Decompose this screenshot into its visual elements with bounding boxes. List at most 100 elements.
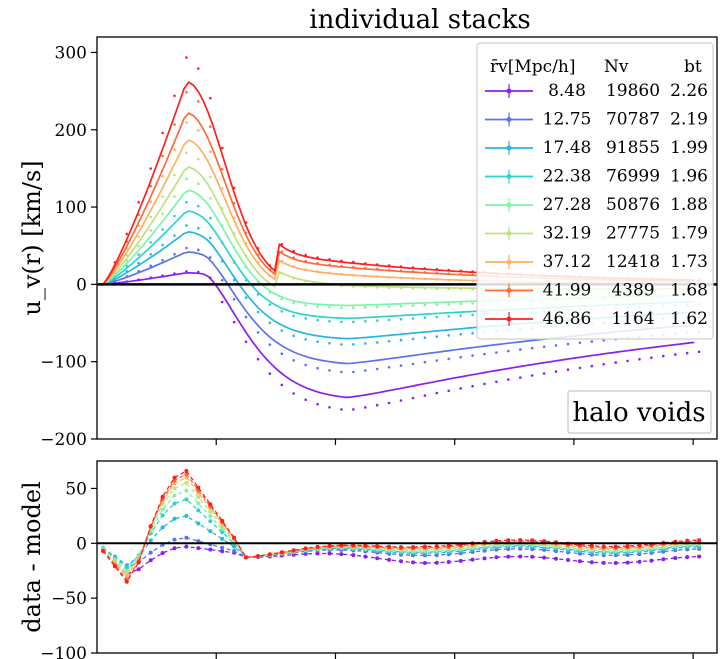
residual-point <box>685 538 690 543</box>
top-data-point <box>244 221 248 224</box>
residual-point <box>446 560 451 564</box>
legend-radius: 8.48 <box>548 81 586 101</box>
top-data-point <box>268 343 272 346</box>
top-data-point <box>375 286 379 289</box>
legend-header-bias: bt <box>684 57 702 77</box>
top-data-point <box>352 265 355 269</box>
residual-point <box>494 555 499 560</box>
top-data-point <box>244 278 248 282</box>
top-data-point <box>364 342 367 345</box>
residual-point <box>172 546 177 551</box>
top-data-point <box>209 175 212 179</box>
top-data-point <box>220 167 224 171</box>
top-data-point <box>232 320 236 324</box>
residual-point <box>422 544 427 549</box>
residual-point <box>136 560 141 565</box>
top-data-point <box>399 269 403 273</box>
residual-point <box>172 501 177 506</box>
top-data-point <box>578 341 582 345</box>
residual-point <box>530 538 535 543</box>
top-data-point <box>161 195 164 198</box>
top-data-point <box>387 264 391 267</box>
top-data-point <box>447 278 451 282</box>
top-data-point <box>650 356 653 360</box>
top-data-point <box>316 270 319 273</box>
top-data-point <box>399 265 403 268</box>
top-data-point <box>387 340 391 343</box>
top-data-point <box>292 265 296 268</box>
top-data-point <box>137 269 140 273</box>
residual-point <box>172 475 177 480</box>
bottom-y-axis-label: data - model <box>18 481 46 632</box>
top-data-point <box>292 249 296 253</box>
top-data-point <box>280 329 284 332</box>
bottom-y-tick-label: −100 <box>40 644 87 659</box>
top-data-point <box>149 229 152 232</box>
residual-point <box>279 550 284 555</box>
bottom-y-tick-label: 0 <box>76 534 87 554</box>
residual-point <box>208 502 213 507</box>
top-data-point <box>292 359 296 362</box>
top-data-point <box>209 216 212 220</box>
top-plot-frame <box>96 36 718 440</box>
residual-point <box>315 544 320 549</box>
top-data-point <box>352 343 355 346</box>
top-data-point <box>447 302 451 306</box>
legend-count: 27775 <box>606 224 660 244</box>
top-data-point <box>542 345 546 349</box>
top-data-point <box>244 254 248 258</box>
residual-point <box>613 544 618 549</box>
top-data-point <box>471 287 474 291</box>
residual-point <box>458 558 463 563</box>
residual-line-27.28 <box>102 489 700 572</box>
top-data-point <box>232 278 236 282</box>
residual-point <box>411 545 415 550</box>
top-data-point <box>197 67 200 70</box>
top-data-point <box>220 187 224 190</box>
top-data-point <box>399 399 403 402</box>
top-data-point <box>364 406 367 409</box>
top-data-point <box>149 167 152 170</box>
top-data-point <box>185 121 188 124</box>
residual-point <box>601 544 606 549</box>
top-data-point <box>149 264 152 268</box>
residual-point <box>267 552 272 557</box>
top-data-point <box>411 270 415 273</box>
top-data-point <box>399 364 403 367</box>
top-data-point <box>137 261 140 265</box>
top-data-point <box>340 264 343 268</box>
top-data-point <box>435 268 439 271</box>
top-data-point <box>459 314 463 317</box>
top-data-point <box>316 318 319 322</box>
top-data-point <box>459 355 463 359</box>
top-data-point <box>125 264 129 268</box>
legend-radius: 22.38 <box>543 167 592 187</box>
top-data-point <box>197 100 200 103</box>
residual-point <box>172 493 177 498</box>
top-data-point <box>173 173 176 177</box>
top-data-point <box>280 272 284 275</box>
top-data-point <box>244 231 248 235</box>
top-data-point <box>256 331 260 334</box>
residual-point <box>303 546 308 551</box>
top-data-point <box>244 296 248 299</box>
top-data-point <box>459 279 463 282</box>
top-data-point <box>125 232 129 236</box>
top-data-point <box>471 279 474 283</box>
residual-point <box>506 538 511 543</box>
top-data-point <box>387 366 391 369</box>
top-data-point <box>220 300 224 304</box>
legend-radius: 41.99 <box>543 281 592 301</box>
top-data-point <box>674 353 677 356</box>
top-data-point <box>352 320 355 324</box>
residual-point <box>256 554 260 559</box>
top-data-point <box>268 274 272 278</box>
top-data-point <box>197 270 200 274</box>
residual-point <box>291 548 296 553</box>
legend-count: 91855 <box>606 138 660 158</box>
legend-header-radius: r̄v[Mpc/h] <box>490 57 575 77</box>
top-y-tick-label: −200 <box>40 430 87 450</box>
top-data-point <box>447 389 451 393</box>
residual-line-22.38 <box>102 498 700 569</box>
legend-bias: 2.26 <box>670 81 708 101</box>
